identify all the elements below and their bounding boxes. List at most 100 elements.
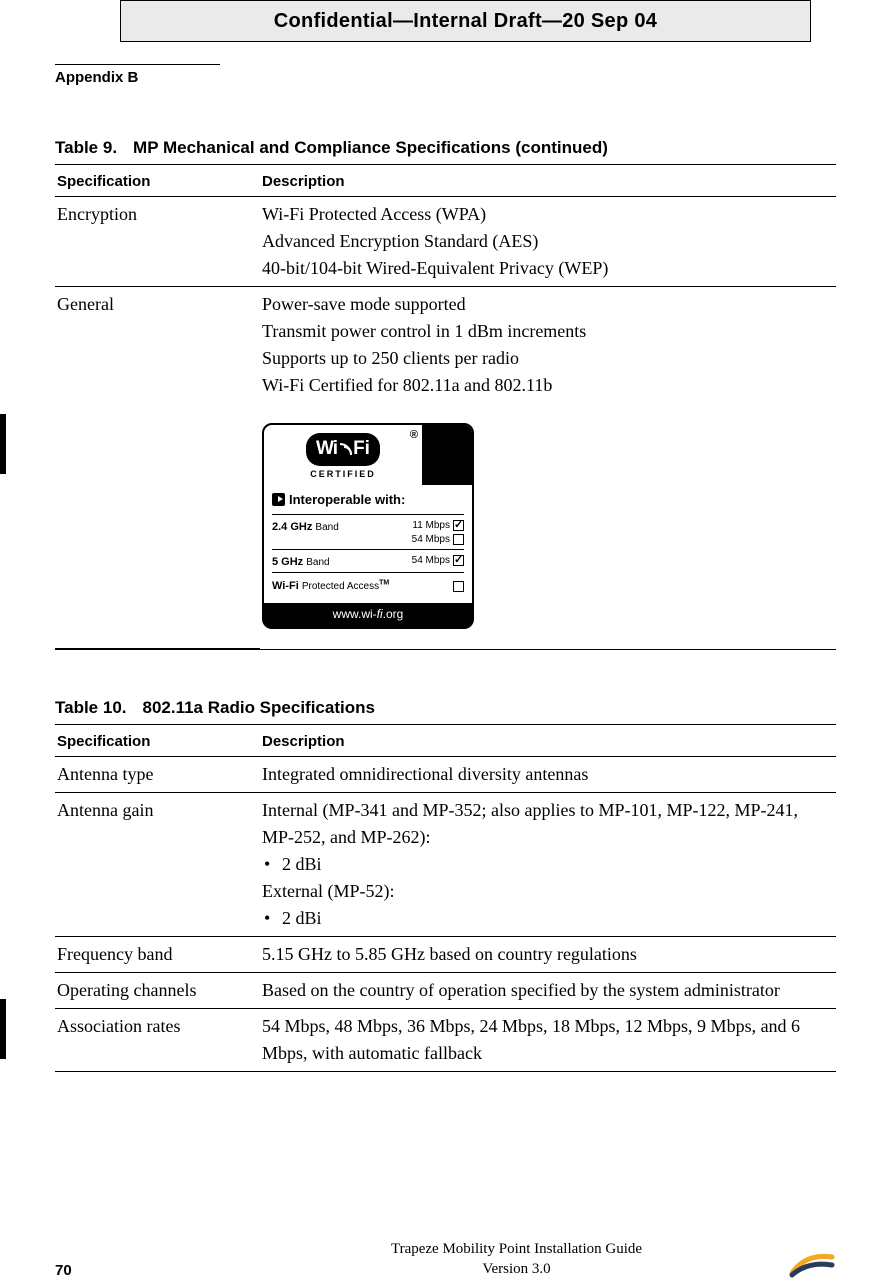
wpa-text: Protected Access bbox=[302, 581, 379, 592]
desc-line: Power-save mode supported bbox=[262, 291, 834, 318]
table-row: General Power-save mode supported Transm… bbox=[55, 287, 836, 649]
table10-col2: Description bbox=[260, 725, 836, 757]
rate-label: 54 Mbps bbox=[412, 554, 450, 568]
page-content: Appendix B Table 9. MP Mechanical and Com… bbox=[55, 64, 836, 1287]
desc-cell: Internal (MP-341 and MP-352; also applie… bbox=[260, 793, 836, 937]
wifi-band-row: 5 GHz Band 54 Mbps bbox=[272, 549, 464, 573]
desc-line: Supports up to 250 clients per radio bbox=[262, 345, 834, 372]
desc-line: External (MP-52): bbox=[262, 878, 834, 905]
checkbox-icon bbox=[453, 581, 464, 592]
desc-line: Wi-Fi Protected Access (WPA) bbox=[262, 201, 834, 228]
wifi-badge-wrap: ® Wi Fi CERTIFIED bbox=[262, 423, 834, 629]
band24-freq: 2.4 GHz bbox=[272, 521, 312, 533]
table-row: Antenna type Integrated omnidirectional … bbox=[55, 757, 836, 793]
table9: Specification Description Encryption Wi-… bbox=[55, 164, 836, 650]
bullet-text: 2 dBi bbox=[282, 851, 322, 878]
desc-line: Transmit power control in 1 dBm incremen… bbox=[262, 318, 834, 345]
wpa-label: Wi-Fi Protected AccessTM bbox=[272, 578, 389, 595]
desc-cell: 54 Mbps, 48 Mbps, 36 Mbps, 24 Mbps, 18 M… bbox=[260, 1009, 836, 1072]
rate-row: 11 Mbps bbox=[412, 519, 464, 533]
spec-cell: Antenna gain bbox=[55, 793, 260, 937]
page-footer: 70 Trapeze Mobility Point Installation G… bbox=[55, 1240, 836, 1279]
spec-cell: Frequency band bbox=[55, 937, 260, 973]
spec-cell: Antenna type bbox=[55, 757, 260, 793]
desc-cell: 5.15 GHz to 5.85 GHz based on country re… bbox=[260, 937, 836, 973]
wifi-black-side bbox=[422, 425, 472, 485]
table-row: Antenna gain Internal (MP-341 and MP-352… bbox=[55, 793, 836, 937]
table10-caption: Table 10. 802.11a Radio Specifications bbox=[55, 698, 836, 718]
play-icon bbox=[272, 493, 285, 506]
table-row: Operating channels Based on the country … bbox=[55, 973, 836, 1009]
checkbox-icon bbox=[453, 555, 464, 566]
desc-cell: Integrated omnidirectional diversity ant… bbox=[260, 757, 836, 793]
bullet-text: 2 dBi bbox=[282, 905, 322, 932]
wifi-rates: 54 Mbps bbox=[412, 554, 464, 568]
desc-cell: Wi-Fi Protected Access (WPA) Advanced En… bbox=[260, 197, 836, 287]
change-bar bbox=[0, 999, 6, 1059]
page-number: 70 bbox=[55, 1262, 245, 1279]
wifi-logo-fi: Fi bbox=[353, 435, 370, 464]
rate-row: 54 Mbps bbox=[412, 554, 464, 568]
desc-line: Wi-Fi Certified for 802.11a and 802.11b bbox=[262, 372, 834, 399]
wifi-certified-text: CERTIFIED bbox=[310, 468, 376, 482]
wifi-logo-wi: Wi bbox=[316, 435, 337, 464]
wifi-badge-top: ® Wi Fi CERTIFIED bbox=[264, 425, 472, 485]
desc-line: Internal (MP-341 and MP-352; also applie… bbox=[262, 797, 834, 851]
appendix-rule bbox=[55, 64, 220, 65]
desc-cell: Power-save mode supported Transmit power… bbox=[260, 287, 836, 649]
trapeze-logo-icon bbox=[788, 1247, 836, 1279]
checkbox-icon bbox=[453, 520, 464, 531]
footer-line2: Version 3.0 bbox=[482, 1261, 550, 1277]
table10-section: Table 10. 802.11a Radio Specifications Sp… bbox=[55, 698, 836, 1072]
table9-title: MP Mechanical and Compliance Specificati… bbox=[133, 138, 608, 157]
band-label: 5 GHz Band bbox=[272, 554, 330, 571]
wifi-wpa-row: Wi-Fi Protected AccessTM bbox=[272, 572, 464, 599]
desc-line: 40-bit/104-bit Wired-Equivalent Privacy … bbox=[262, 255, 834, 282]
wifi-band-row: 2.4 GHz Band 11 Mbps 54 Mbps bbox=[272, 514, 464, 549]
table10-col1: Specification bbox=[55, 725, 260, 757]
change-bar bbox=[0, 414, 6, 474]
desc-cell: Based on the country of operation specif… bbox=[260, 973, 836, 1009]
wifi-footer: www.wi-fi.org bbox=[264, 603, 472, 627]
spec-cell: Encryption bbox=[55, 197, 260, 287]
spec-cell: Association rates bbox=[55, 1009, 260, 1072]
spec-cell: General bbox=[55, 287, 260, 649]
table-end-rule bbox=[55, 649, 836, 650]
table9-col2: Description bbox=[260, 165, 836, 197]
spec-cell: Operating channels bbox=[55, 973, 260, 1009]
wifi-url-pre: www.wi- bbox=[333, 607, 377, 621]
wifi-badge-body: Interoperable with: 2.4 GHz Band 11 Mbps… bbox=[264, 485, 472, 603]
rate-row: 54 Mbps bbox=[412, 533, 464, 547]
bullet-dot: • bbox=[262, 851, 282, 878]
table10: Specification Description Antenna type I… bbox=[55, 724, 836, 1072]
bullet-line: •2 dBi bbox=[262, 905, 834, 932]
checkbox-icon bbox=[453, 534, 464, 545]
wifi-interop-heading: Interoperable with: bbox=[272, 490, 464, 510]
band-label: 2.4 GHz Band bbox=[272, 519, 339, 536]
wifi-waves-icon bbox=[342, 443, 352, 455]
table-row: Frequency band 5.15 GHz to 5.85 GHz base… bbox=[55, 937, 836, 973]
table-row: Association rates 54 Mbps, 48 Mbps, 36 M… bbox=[55, 1009, 836, 1072]
footer-line1: Trapeze Mobility Point Installation Guid… bbox=[391, 1241, 642, 1257]
bullet-dot: • bbox=[262, 905, 282, 932]
wpa-tm: TM bbox=[379, 579, 389, 586]
table10-num: Table 10. bbox=[55, 698, 127, 717]
footer-title: Trapeze Mobility Point Installation Guid… bbox=[245, 1240, 788, 1279]
appendix-label: Appendix B bbox=[55, 69, 836, 86]
band5-sub: Band bbox=[306, 557, 329, 568]
table9-num: Table 9. bbox=[55, 138, 117, 157]
rate-label: 11 Mbps bbox=[412, 519, 450, 533]
table10-title: 802.11a Radio Specifications bbox=[143, 698, 375, 717]
band24-sub: Band bbox=[315, 522, 338, 533]
rate-label: 54 Mbps bbox=[412, 533, 450, 547]
registered-mark: ® bbox=[410, 427, 418, 444]
wpa-bold: Wi-Fi bbox=[272, 580, 299, 592]
wifi-interop-text: Interoperable with: bbox=[289, 490, 405, 510]
table9-caption: Table 9. MP Mechanical and Compliance Spe… bbox=[55, 138, 836, 158]
table9-col1: Specification bbox=[55, 165, 260, 197]
table-row: Encryption Wi-Fi Protected Access (WPA) … bbox=[55, 197, 836, 287]
bullet-line: •2 dBi bbox=[262, 851, 834, 878]
desc-line: Advanced Encryption Standard (AES) bbox=[262, 228, 834, 255]
wifi-url-post: .org bbox=[383, 607, 404, 621]
wifi-logo-icon: Wi Fi bbox=[306, 433, 380, 467]
